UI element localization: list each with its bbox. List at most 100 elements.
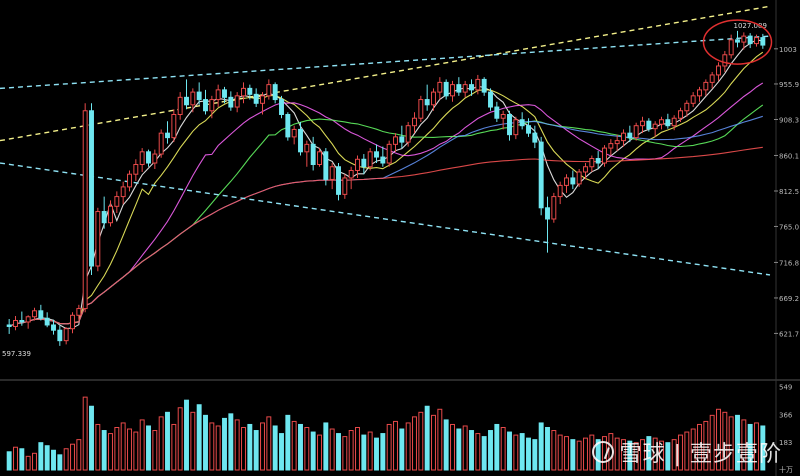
volume-bar — [690, 428, 696, 471]
volume-bar — [63, 448, 69, 471]
candle-body — [82, 110, 88, 310]
volume-bar — [32, 452, 37, 471]
volume-bar — [177, 407, 183, 471]
candle — [488, 88, 493, 111]
volume-bar — [633, 442, 639, 471]
volume-bar — [602, 436, 607, 471]
volume-bar — [665, 442, 671, 471]
candle-body — [114, 196, 120, 207]
candle — [412, 112, 417, 134]
volume-unit-label: 十万 — [779, 465, 793, 474]
volume-bar — [348, 430, 354, 471]
candle — [741, 32, 747, 50]
candle-body — [348, 169, 354, 179]
candle-body — [291, 128, 297, 138]
candle-body — [329, 166, 335, 180]
candle-body — [44, 317, 50, 326]
candle — [380, 146, 386, 167]
candle-body — [709, 74, 715, 83]
candle — [342, 174, 348, 199]
volume-bar — [437, 408, 443, 471]
candle — [450, 80, 455, 102]
candle-body — [405, 125, 411, 143]
candle — [640, 116, 645, 134]
candle — [652, 121, 658, 137]
volume-bar — [418, 411, 424, 471]
candle — [627, 125, 633, 143]
candle-body — [184, 96, 189, 106]
candle-body — [234, 95, 240, 108]
candle — [272, 82, 278, 104]
candle-body — [481, 78, 487, 93]
candle-body — [652, 123, 658, 130]
trendline — [0, 5, 771, 142]
volume-bar — [241, 427, 246, 471]
candle-body — [589, 158, 595, 168]
volume-bar — [494, 423, 500, 471]
candle — [190, 88, 196, 113]
candle-body — [203, 99, 208, 112]
candle-body — [697, 89, 702, 97]
candle-body — [101, 211, 107, 224]
candle-body — [469, 84, 474, 91]
candle-body — [386, 143, 392, 164]
candle-body — [380, 156, 386, 164]
volume-bar — [735, 414, 740, 471]
candle-body — [576, 171, 582, 185]
volume-bar — [646, 436, 652, 471]
candle — [678, 107, 683, 122]
candle — [760, 33, 766, 49]
candle — [323, 148, 329, 186]
candle-body — [760, 37, 766, 46]
candle-body — [488, 91, 493, 108]
candle — [507, 110, 512, 141]
candle-body — [532, 132, 538, 143]
volume-bar — [716, 408, 721, 471]
candle — [139, 148, 145, 172]
candle — [196, 82, 202, 105]
candle-body — [241, 87, 246, 97]
volume-tick-label: 366 — [779, 411, 793, 419]
volume-bar — [70, 443, 75, 471]
candle — [241, 82, 246, 104]
candle-body — [158, 132, 164, 155]
volume-bar — [469, 430, 474, 471]
candle-body — [437, 81, 443, 93]
candle-body — [127, 173, 132, 188]
candle-body — [304, 143, 310, 153]
candle-body — [285, 113, 291, 138]
candle-body — [633, 125, 639, 139]
volume-bar — [722, 411, 728, 471]
volume-bar — [545, 427, 550, 471]
candle-body — [19, 319, 25, 323]
candle-body — [355, 158, 360, 171]
candle-body — [475, 78, 481, 91]
candle-body — [6, 324, 12, 327]
candle — [418, 95, 424, 122]
candle — [703, 79, 709, 96]
candle — [13, 316, 18, 331]
volume-bar — [361, 434, 367, 471]
candle-body — [152, 153, 158, 164]
candle — [557, 181, 563, 205]
volume-bar — [697, 423, 702, 471]
candle-body — [215, 89, 221, 101]
candle — [336, 163, 341, 201]
candle — [690, 92, 696, 108]
candle-body — [25, 316, 31, 323]
candle — [108, 200, 113, 227]
candle — [70, 312, 75, 334]
candle — [519, 112, 525, 130]
volume-bar — [133, 431, 139, 471]
candle-body — [57, 329, 63, 342]
volume-bar — [519, 433, 525, 471]
volume-bar — [728, 416, 734, 471]
candle-body — [621, 132, 626, 142]
candle-body — [418, 99, 424, 119]
candle — [697, 86, 702, 102]
candle — [234, 92, 240, 113]
volume-bar — [51, 449, 56, 471]
candle — [431, 88, 436, 111]
candle — [348, 166, 354, 190]
volume-bar — [412, 416, 417, 471]
